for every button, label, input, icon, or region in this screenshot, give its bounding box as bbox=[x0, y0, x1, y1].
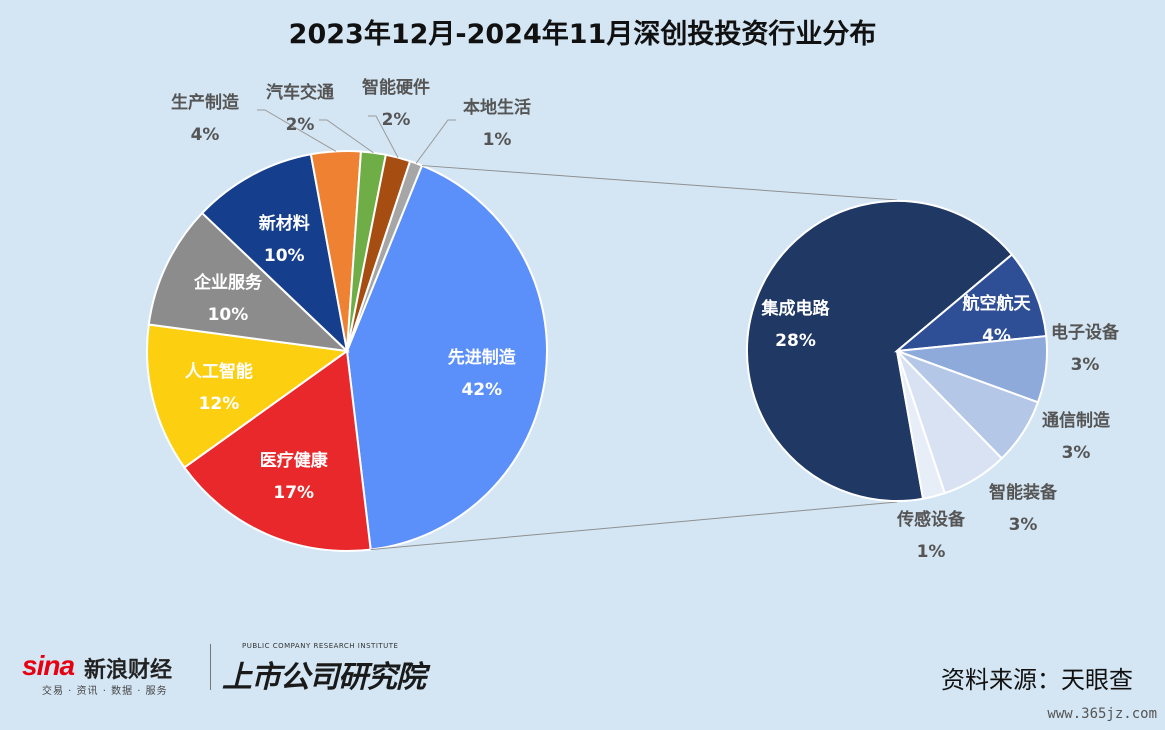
pie1-label-生产制造: 生产制造 bbox=[171, 92, 240, 113]
pie1-value-汽车交通: 2% bbox=[286, 115, 315, 135]
chart-title: 2023年12月-2024年11月深创投投资行业分布 bbox=[288, 19, 877, 50]
pie1-value-新材料: 10% bbox=[264, 246, 305, 266]
pie2-value-电子设备: 3% bbox=[1071, 355, 1100, 375]
pie2-value-传感设备: 1% bbox=[917, 542, 946, 562]
institute-chinese-name: 上市公司研究院 bbox=[222, 660, 426, 695]
pie1-value-人工智能: 12% bbox=[199, 394, 240, 414]
sina-subtitle: 交易 · 资讯 · 数据 · 服务 bbox=[42, 686, 168, 697]
pie1-leader-生产制造 bbox=[257, 109, 337, 152]
pie1-leader-本地生活 bbox=[415, 119, 456, 164]
institute-english-name: PUBLIC COMPANY RESEARCH INSTITUTE bbox=[242, 642, 399, 650]
pie1-label-新材料: 新材料 bbox=[259, 213, 310, 234]
pie2-label-通信制造: 通信制造 bbox=[1042, 410, 1111, 431]
pie1-label-先进制造: 先进制造 bbox=[448, 347, 517, 368]
pie2-value-智能装备: 3% bbox=[1009, 515, 1038, 535]
pie1-label-人工智能: 人工智能 bbox=[185, 361, 253, 382]
pie1-slice-新材料 bbox=[200, 153, 349, 354]
logo-divider bbox=[210, 644, 211, 690]
pie2-value-集成电路: 28% bbox=[775, 331, 816, 351]
pie2-label-航空航天: 航空航天 bbox=[963, 293, 1032, 314]
watermark: www.365jz.com bbox=[1047, 706, 1157, 722]
pie1-label-汽车交通: 汽车交通 bbox=[266, 82, 334, 103]
pie2-slice-航空航天 bbox=[893, 253, 1048, 353]
pie1-slice-医疗健康 bbox=[182, 349, 372, 552]
pie1-value-生产制造: 4% bbox=[191, 125, 220, 145]
pie2-value-通信制造: 3% bbox=[1062, 443, 1091, 463]
pie2-label-集成电路: 集成电路 bbox=[761, 298, 831, 319]
data-source: 资料来源：天眼查 bbox=[941, 666, 1133, 694]
pie1-label-企业服务: 企业服务 bbox=[193, 272, 263, 293]
pie1-slice-先进制造 bbox=[345, 164, 548, 551]
pie1-label-智能硬件: 智能硬件 bbox=[362, 77, 430, 98]
pie1-value-本地生活: 1% bbox=[483, 130, 512, 150]
pie2-label-智能装备: 智能装备 bbox=[989, 482, 1058, 503]
pie1-leader-汽车交通 bbox=[319, 119, 374, 154]
sina-logo: sina bbox=[22, 650, 75, 681]
pie1-slice-企业服务 bbox=[147, 211, 350, 353]
pie2-slice-集成电路 bbox=[746, 200, 1014, 502]
pie1-value-医疗健康: 17% bbox=[273, 483, 314, 503]
pie2-label-传感设备: 传感设备 bbox=[896, 509, 966, 530]
pie2-slice-传感设备 bbox=[896, 350, 947, 500]
sina-name: 新浪财经 bbox=[84, 658, 173, 683]
pie1-value-智能硬件: 2% bbox=[382, 110, 411, 130]
pie2-value-航空航天: 4% bbox=[982, 326, 1011, 346]
pie1-label-本地生活: 本地生活 bbox=[463, 97, 531, 118]
connector-line-bottom bbox=[370, 501, 898, 551]
pie1-slice-本地生活 bbox=[346, 159, 424, 352]
pie1-label-医疗健康: 医疗健康 bbox=[260, 450, 329, 471]
pie1-value-先进制造: 42% bbox=[461, 380, 502, 400]
pie1-slice-人工智能 bbox=[146, 323, 350, 469]
pie1-value-企业服务: 10% bbox=[208, 305, 249, 325]
pie1-leader-智能硬件 bbox=[368, 115, 399, 158]
pie2-label-电子设备: 电子设备 bbox=[1051, 322, 1120, 343]
connector-line-top bbox=[421, 165, 898, 201]
